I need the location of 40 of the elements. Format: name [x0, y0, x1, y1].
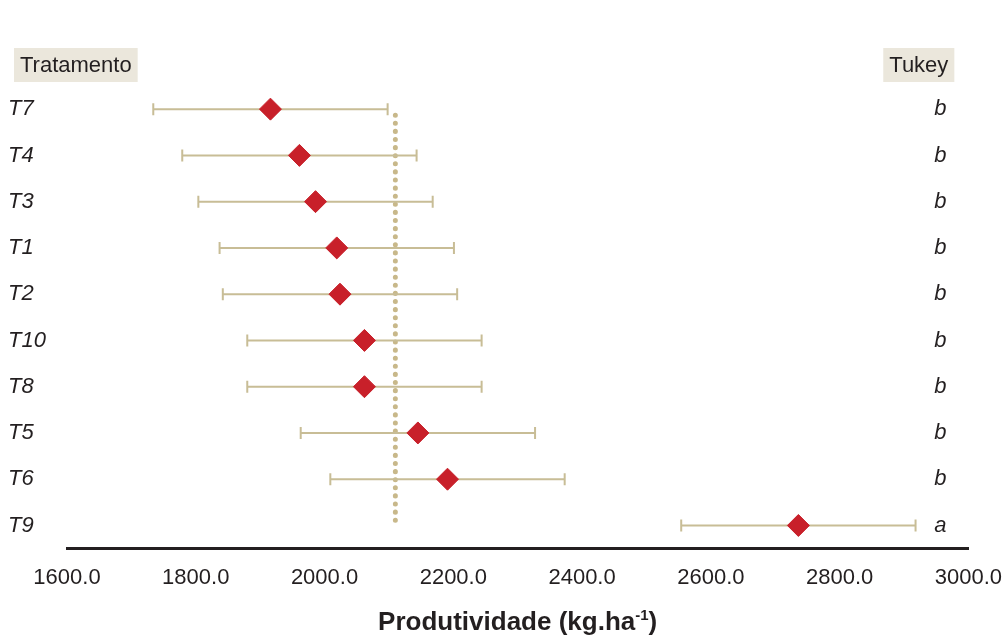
point: [786, 513, 810, 537]
x-tick-label: 2200.0: [419, 563, 487, 589]
y-tick-label: T5: [8, 419, 35, 445]
y2-axis-title: Tukey: [889, 52, 949, 78]
y-tick-label: T3: [8, 187, 35, 213]
point: [352, 328, 376, 352]
x-tick-label: 2600.0: [677, 563, 745, 589]
y-tick-label: T1: [8, 234, 34, 260]
point: [352, 375, 376, 399]
y-tick-label: T10: [8, 326, 47, 352]
y-tick-label: T6: [8, 465, 35, 491]
annotation: b: [934, 280, 947, 306]
point: [258, 97, 282, 121]
x-tick-label: 3000.0: [934, 563, 1002, 589]
y-tick-label: T9: [8, 511, 34, 537]
point: [406, 421, 430, 445]
annotation: b: [934, 372, 947, 398]
point: [328, 282, 352, 306]
annotation: b: [934, 326, 947, 352]
y-tick-label: T7: [8, 95, 35, 121]
y-tick-label: T2: [8, 280, 34, 306]
annotation: b: [934, 234, 947, 260]
point: [325, 236, 349, 260]
y-tick-label: T8: [8, 372, 35, 398]
x-tick-label: 2000.0: [290, 563, 359, 589]
x-tick-label: 1600.0: [33, 563, 101, 589]
annotation: b: [934, 419, 947, 445]
y-tick-label: T4: [8, 141, 34, 167]
point: [287, 143, 311, 167]
annotation: b: [934, 465, 947, 491]
annotation: a: [934, 511, 947, 537]
y-axis-title: Tratamento: [20, 52, 132, 78]
annotation: b: [934, 141, 947, 167]
annotation: b: [934, 187, 947, 213]
x-tick-label: 2400.0: [548, 563, 616, 589]
point: [436, 467, 459, 491]
annotation: b: [934, 95, 947, 121]
x-tick-label: 2800.0: [805, 563, 874, 589]
point: [304, 190, 328, 214]
x-tick-label: 1800.0: [162, 563, 230, 589]
